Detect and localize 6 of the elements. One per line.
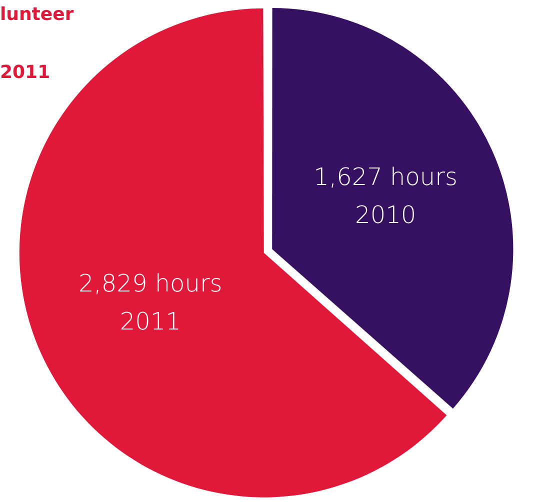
text: lunteer bbox=[0, 4, 74, 25]
slice-label: 2011 bbox=[0, 62, 50, 83]
data-label: 1,627 hours bbox=[314, 163, 458, 192]
slice-label: 2010 bbox=[355, 201, 416, 230]
data-label: 2,829 hours bbox=[78, 269, 222, 298]
slice-label: 2011 bbox=[120, 307, 181, 336]
